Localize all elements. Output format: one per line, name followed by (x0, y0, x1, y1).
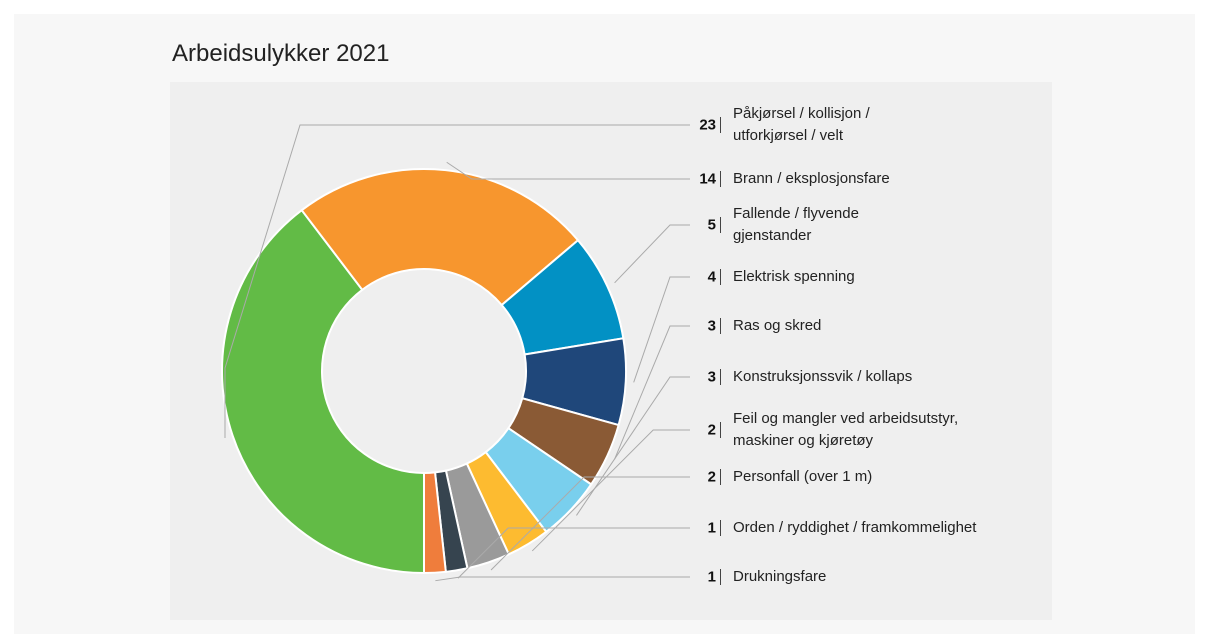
value-label: 1 (707, 519, 716, 537)
leader-line (614, 224, 690, 284)
chart-title: Arbeidsulykker 2021 (172, 40, 390, 67)
category-label: Konstruksjonssvik / kollaps (733, 368, 913, 385)
separator (720, 569, 721, 585)
separator (720, 117, 721, 133)
separator (720, 520, 721, 536)
leader-line (435, 576, 690, 582)
leader-line (446, 161, 690, 180)
value-label: 4 (707, 268, 716, 286)
leader-line (224, 124, 690, 439)
category-label: Drukningsfare (733, 568, 827, 585)
separator (720, 269, 721, 285)
category-label: Orden / ryddighet / framkommelighet (733, 519, 977, 536)
leader-line (576, 376, 690, 516)
leader-line (614, 325, 690, 460)
value-label: 23 (699, 116, 716, 134)
category-label: Ras og skred (733, 317, 822, 334)
value-label: 2 (707, 468, 716, 486)
slice (300, 168, 580, 307)
category-label: Feil og mangler ved arbeidsutstyr, maski… (733, 410, 959, 449)
separator (720, 369, 721, 385)
leader-line (531, 429, 690, 552)
category-label: Påkjørsel / kollisjon / utforkjørsel / v… (733, 105, 870, 144)
value-label: 3 (707, 317, 716, 335)
category-label: Brann / eksplosjonsfare (733, 170, 890, 187)
value-label: 1 (707, 568, 716, 586)
separator (720, 469, 721, 485)
slice (221, 208, 425, 575)
separator (720, 318, 721, 334)
category-label: Fallende / flyvende gjenstander (733, 205, 859, 244)
separator (720, 217, 721, 233)
value-label: 3 (707, 368, 716, 386)
slice (423, 471, 447, 575)
value-label: 2 (707, 421, 716, 439)
leader-line (633, 276, 690, 383)
value-label: 14 (699, 170, 716, 188)
category-label: Elektrisk spenning (733, 268, 855, 285)
leader-line (490, 476, 690, 571)
separator (720, 171, 721, 187)
leader-line (457, 527, 690, 579)
value-label: 5 (707, 216, 716, 234)
separator (720, 422, 721, 438)
category-label: Personfall (over 1 m) (733, 468, 873, 485)
